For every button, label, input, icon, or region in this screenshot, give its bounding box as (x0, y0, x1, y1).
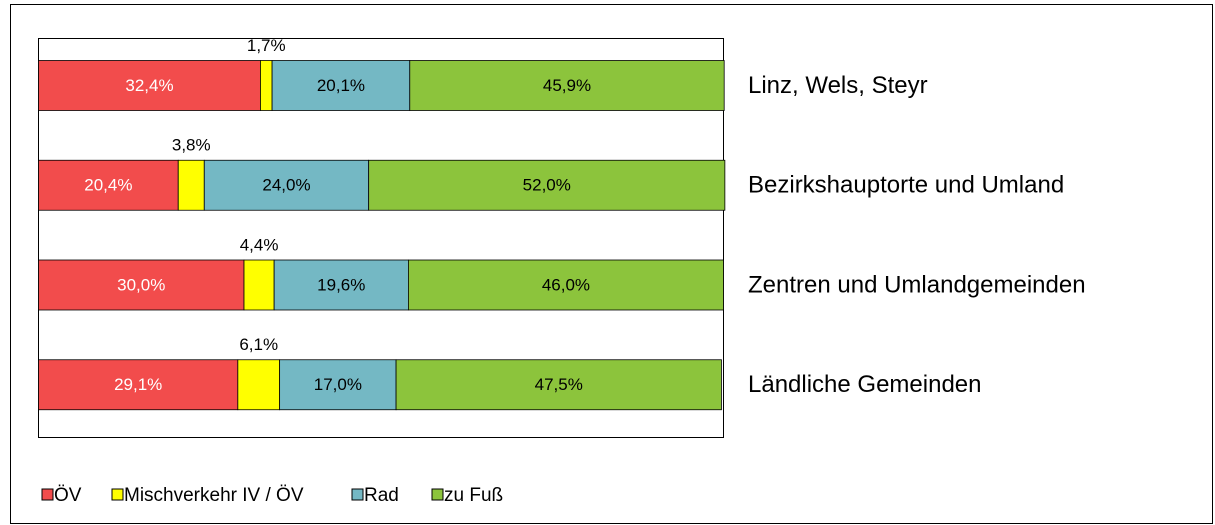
data-label: 19,6% (317, 275, 365, 294)
data-label: 17,0% (314, 375, 362, 394)
data-label: 29,1% (114, 375, 162, 394)
data-label: 6,1% (239, 335, 278, 354)
data-label: 4,4% (240, 235, 279, 254)
bar-segment (38, 60, 261, 111)
category-label: Zentren und Umlandgemeinden (748, 271, 1086, 298)
legend-label: zu Fuß (444, 485, 503, 506)
bar-segment (38, 359, 239, 411)
legend-label: ÖV (54, 485, 82, 506)
data-label: 20,4% (84, 176, 132, 195)
data-label: 32,4% (125, 76, 173, 95)
category-label: Linz, Wels, Steyr (748, 72, 928, 99)
legend-swatch (431, 488, 444, 501)
bar-segment (203, 159, 370, 211)
legend-swatch (41, 488, 54, 501)
bar-segment (271, 60, 411, 111)
legend-label: Mischverkehr IV / ÖV (124, 485, 304, 506)
legend-label: Rad (364, 485, 399, 506)
bar-segment (279, 359, 397, 411)
data-label: 24,0% (262, 176, 310, 195)
category-label: Bezirkshauptorte und Umland (748, 172, 1064, 199)
data-label: 1,7% (247, 36, 286, 55)
bar-segment (243, 259, 275, 311)
data-label: 20,1% (317, 76, 365, 95)
legend-swatch (351, 488, 364, 501)
bar-segment (38, 159, 179, 211)
bar-segment (407, 259, 724, 311)
data-label: 52,0% (523, 176, 571, 195)
data-label: 30,0% (117, 275, 165, 294)
data-label: 45,9% (543, 76, 591, 95)
bar-segment (368, 159, 726, 211)
legend-swatch (111, 488, 124, 501)
data-label: 46,0% (542, 275, 590, 294)
bar-segment (409, 60, 725, 111)
bar-segment (273, 259, 409, 311)
bar-segment (38, 259, 245, 311)
data-label: 47,5% (535, 375, 583, 394)
category-label: Ländliche Gemeinden (748, 371, 982, 398)
data-label: 3,8% (172, 136, 211, 155)
bar-segment (237, 359, 281, 411)
bar-segment (260, 60, 273, 111)
bar-segment (395, 359, 722, 411)
bar-segment (177, 159, 205, 211)
